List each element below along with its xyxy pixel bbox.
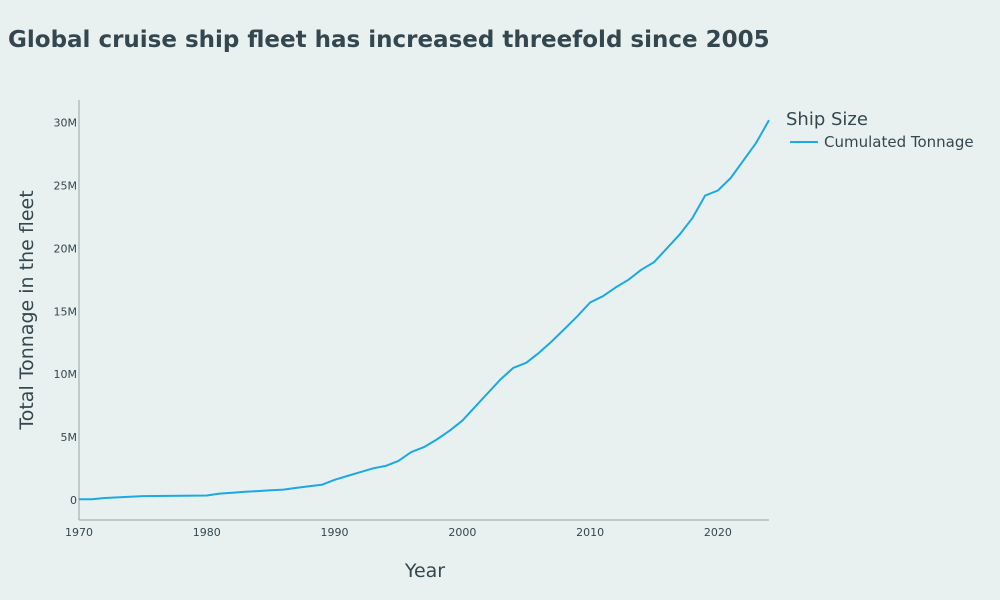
legend-item-label[interactable]: Cumulated Tonnage [824,133,974,151]
x-tick-label: 1990 [321,526,349,539]
y-tick-label: 25M [54,180,78,193]
y-tick-label: 15M [54,305,78,318]
y-tick-label: 5M [61,431,78,444]
series-layer [75,116,773,503]
data-point[interactable] [586,298,594,306]
data-point[interactable] [254,487,262,495]
data-point[interactable] [75,495,83,503]
data-point[interactable] [139,492,147,500]
x-axis-title: Year [404,560,445,582]
x-tick-label: 2000 [448,526,476,539]
series-line-cumulated-tonnage[interactable] [79,119,770,501]
data-point[interactable] [164,492,172,500]
data-point[interactable] [663,244,671,252]
data-point[interactable] [522,359,530,367]
data-point[interactable] [688,214,696,222]
data-point[interactable] [612,283,620,291]
data-point[interactable] [458,417,466,425]
x-tick-label: 2020 [704,526,732,539]
data-point[interactable] [624,276,632,284]
data-point[interactable] [573,312,581,320]
data-point[interactable] [279,486,287,494]
data-point[interactable] [318,481,326,489]
data-point[interactable] [88,495,96,503]
data-point[interactable] [101,494,109,502]
data-point[interactable] [356,468,364,476]
y-tick-labels: 0 5M 10M 15M 20M 25M 30M [54,117,78,507]
data-point[interactable] [637,266,645,274]
data-point[interactable] [177,492,185,500]
legend-items[interactable]: Cumulated Tonnage [790,133,974,151]
x-tick-label: 1970 [65,526,93,539]
data-point[interactable] [497,375,505,383]
data-point[interactable] [369,464,377,472]
data-point[interactable] [203,491,211,499]
data-point[interactable] [701,192,709,200]
y-tick-label: 0 [70,494,77,507]
data-point[interactable] [433,436,441,444]
x-tick-label: 1980 [193,526,221,539]
data-point[interactable] [305,482,313,490]
y-tick-label: 10M [54,368,78,381]
data-point[interactable] [382,462,390,470]
legend[interactable]: Ship Size Cumulated Tonnage [786,109,974,151]
data-point[interactable] [650,258,658,266]
data-point[interactable] [343,472,351,480]
data-point[interactable] [394,457,402,465]
x-tick-labels: 1970 1980 1990 2000 2010 2020 [65,526,732,539]
data-point[interactable] [484,389,492,397]
data-point[interactable] [228,489,236,497]
data-point[interactable] [420,443,428,451]
data-point[interactable] [727,174,735,182]
data-point[interactable] [190,492,198,500]
data-point[interactable] [267,486,275,494]
data-point[interactable] [548,337,556,345]
data-point[interactable] [241,488,249,496]
data-point[interactable] [292,484,300,492]
data-point[interactable] [765,116,773,124]
data-point[interactable] [113,493,121,501]
data-point[interactable] [152,492,160,500]
data-point[interactable] [331,476,339,484]
data-point[interactable] [676,231,684,239]
data-point[interactable] [446,427,454,435]
data-point[interactable] [471,403,479,411]
data-point[interactable] [535,349,543,357]
y-tick-label: 20M [54,242,78,255]
data-point[interactable] [739,156,747,164]
data-point[interactable] [561,325,569,333]
data-point[interactable] [509,364,517,372]
data-point[interactable] [714,187,722,195]
chart-title: Global cruise ship fleet has increased t… [8,27,770,53]
legend-title: Ship Size [786,109,868,130]
data-point[interactable] [752,139,760,147]
data-point[interactable] [599,292,607,300]
axes [78,100,769,521]
y-axis-title: Total Tonnage in the fleet [16,190,38,430]
data-point[interactable] [407,448,415,456]
y-tick-label: 30M [54,117,78,130]
data-point[interactable] [216,490,224,498]
data-point[interactable] [126,493,134,501]
x-tick-label: 2010 [576,526,604,539]
